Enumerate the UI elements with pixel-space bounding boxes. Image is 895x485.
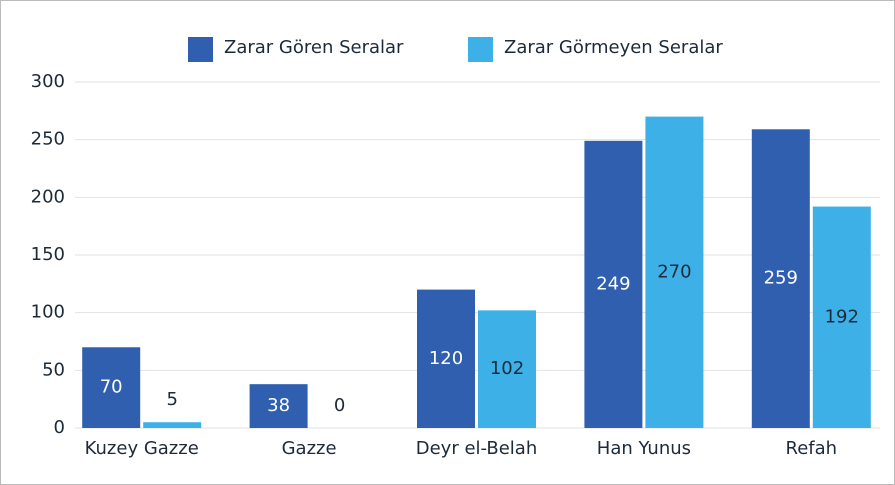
y-tick-label: 100 (31, 302, 65, 323)
data-label: 192 (825, 306, 859, 327)
data-label: 259 (764, 268, 798, 289)
x-tick-label: Kuzey Gazze (85, 438, 199, 459)
bar (751, 129, 810, 428)
bar (249, 384, 308, 428)
data-label: 5 (166, 389, 177, 410)
y-tick-label: 300 (31, 71, 65, 92)
y-tick-label: 150 (31, 244, 65, 265)
bar (645, 116, 704, 428)
y-tick-label: 250 (31, 129, 65, 150)
bar (478, 310, 536, 428)
data-label: 0 (334, 395, 345, 416)
bar (584, 140, 643, 428)
data-label: 102 (490, 358, 524, 379)
legend-swatch (188, 37, 213, 62)
bar (82, 347, 141, 428)
data-label: 249 (596, 273, 630, 294)
data-label: 38 (267, 395, 290, 416)
data-label: 120 (429, 348, 463, 369)
y-tick-label: 50 (42, 359, 65, 380)
y-tick-label: 0 (54, 417, 65, 438)
bar (812, 206, 871, 428)
legend-swatch (468, 37, 493, 62)
data-label: 270 (657, 261, 691, 282)
legend-label: Zarar Gören Seralar (224, 37, 404, 58)
y-tick-label: 200 (31, 186, 65, 207)
x-tick-label: Deyr el-Belah (416, 438, 538, 459)
bar (417, 289, 475, 428)
x-tick-label: Gazze (282, 438, 337, 459)
x-tick-label: Refah (786, 438, 838, 459)
data-label: 70 (100, 377, 123, 398)
x-tick-label: Han Yunus (597, 438, 691, 459)
bar (143, 422, 202, 428)
legend-label: Zarar Görmeyen Seralar (504, 37, 723, 58)
